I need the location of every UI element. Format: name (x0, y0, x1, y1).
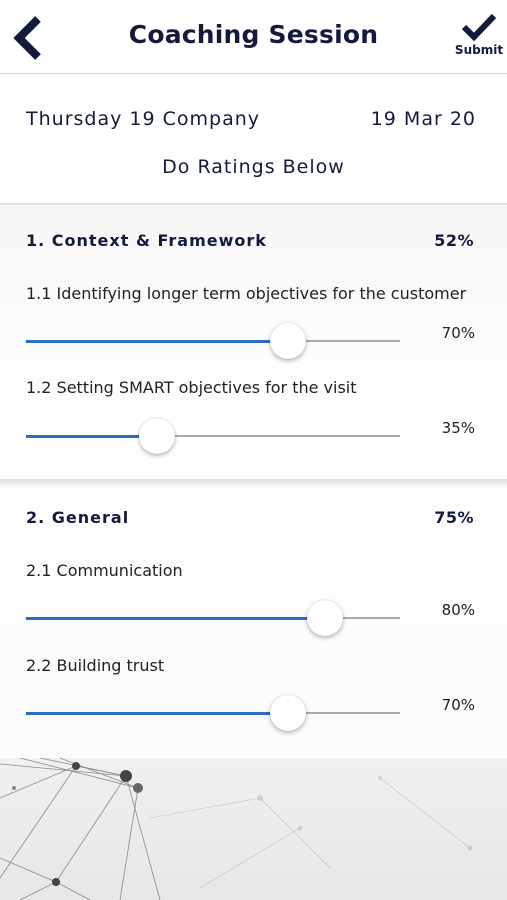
rating-label-1-1: 1.1 Identifying longer term objectives f… (26, 284, 467, 303)
session-date: 19 Mar 20 (370, 108, 476, 130)
header-bar: Coaching Session Submit (0, 0, 507, 74)
section-title-general: 2. General (26, 508, 130, 527)
rating-value-2-2: 70% (441, 696, 475, 714)
session-name: Thursday 19 Company (26, 108, 260, 130)
network-pattern-icon (0, 758, 473, 900)
network-background (0, 758, 507, 900)
submit-label: Submit (454, 43, 504, 57)
chevron-left-icon (13, 16, 41, 60)
slider-fill (26, 435, 157, 438)
rating-label-2-2: 2.2 Building trust (26, 656, 165, 675)
rating-slider-1-2[interactable] (26, 416, 400, 456)
rating-label-2-1: 2.1 Communication (26, 561, 183, 580)
slider-fill (26, 617, 326, 620)
slider-thumb[interactable] (269, 695, 306, 731)
ratings-instruction: Do Ratings Below (162, 156, 345, 178)
slider-track (26, 435, 400, 437)
slider-thumb[interactable] (307, 600, 344, 636)
rating-value-1-2: 35% (441, 419, 475, 437)
rating-value-2-1: 80% (441, 601, 475, 619)
slider-fill (26, 340, 288, 343)
session-info: Thursday 19 Company 19 Mar 20 Do Ratings… (0, 75, 507, 205)
slider-thumb[interactable] (138, 418, 175, 454)
section-title-context-framework: 1. Context & Framework (26, 231, 267, 250)
submit-button[interactable]: Submit (454, 12, 504, 64)
section-divider (0, 479, 507, 489)
section-score-context-framework: 52% (434, 231, 474, 250)
back-button[interactable] (8, 14, 48, 62)
section-score-general: 75% (434, 508, 474, 527)
slider-fill (26, 712, 288, 715)
rating-value-1-1: 70% (441, 324, 475, 342)
rating-slider-2-2[interactable] (26, 693, 400, 733)
page-title: Coaching Session (128, 20, 379, 49)
rating-slider-1-1[interactable] (26, 321, 400, 361)
rating-slider-2-1[interactable] (26, 598, 400, 638)
ratings-panel: 1. Context & Framework 52% 1.1 Identifyi… (0, 205, 507, 758)
slider-thumb[interactable] (269, 323, 306, 359)
rating-label-1-2: 1.2 Setting SMART objectives for the vis… (26, 378, 357, 397)
checkmark-icon (461, 13, 497, 42)
